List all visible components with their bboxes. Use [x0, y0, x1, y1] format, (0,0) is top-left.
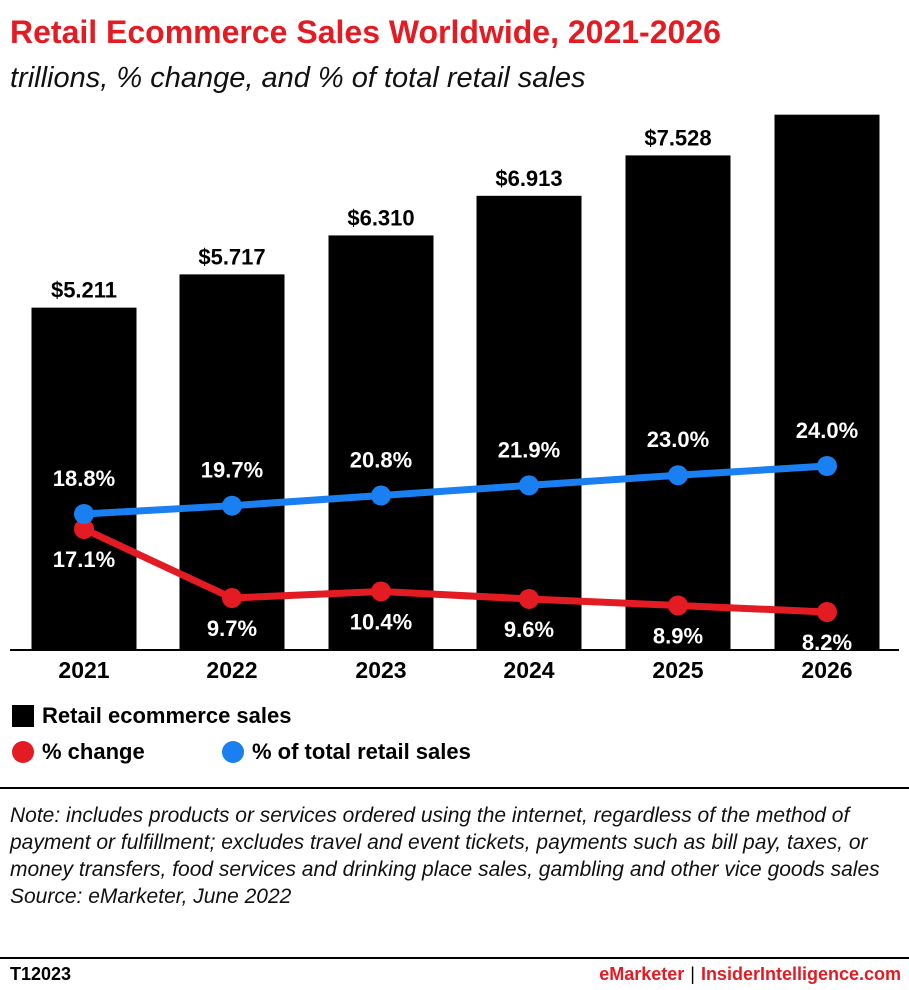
- series-line-change: [80, 525, 831, 616]
- point-label-share-2025: 23.0%: [647, 427, 709, 452]
- chart-title: Retail Ecommerce Sales Worldwide, 2021-2…: [10, 14, 721, 50]
- point-label-share-2023: 20.8%: [350, 448, 412, 473]
- point-share-2021: [74, 504, 94, 524]
- divider-top: [0, 787, 909, 789]
- legend-label-sales: Retail ecommerce sales: [42, 703, 292, 728]
- bar-2022: [179, 274, 285, 650]
- x-tick-2025: 2025: [652, 657, 703, 683]
- brand-emarketer: eMarketer: [599, 964, 685, 984]
- point-label-change-2022: 9.7%: [207, 616, 257, 641]
- bar-label-2021: $5.211: [51, 278, 117, 303]
- bar-2021: [31, 307, 137, 650]
- point-label-change-2025: 8.9%: [653, 623, 703, 648]
- bar-label-2022: $5.717: [198, 244, 265, 269]
- point-change-2023: [371, 581, 391, 602]
- legend-item-change: % change: [12, 739, 145, 765]
- brand-separator: |: [690, 964, 695, 984]
- point-change-2026: [817, 602, 837, 622]
- point-share-2022: [222, 495, 242, 516]
- point-label-share-2024: 21.9%: [498, 437, 560, 462]
- bar-label-2024: $6.913: [495, 166, 562, 191]
- x-tick-2026: 2026: [801, 657, 852, 683]
- point-label-change-2021: 17.1%: [53, 547, 115, 572]
- x-tick-2021: 2021: [58, 657, 109, 683]
- point-share-2026: [817, 456, 837, 476]
- chart-area: $5.211$5.717$6.310$6.913$7.528$8.1482021…: [10, 114, 899, 683]
- legend-label-change: % change: [42, 739, 145, 764]
- chart-id: T12023: [10, 964, 72, 984]
- bar-2026: [774, 114, 880, 651]
- note-text: Note: includes products or services orde…: [10, 804, 880, 881]
- point-change-2022: [222, 588, 242, 609]
- bar-2025: [625, 155, 731, 650]
- x-tick-2022: 2022: [206, 657, 257, 683]
- point-label-share-2022: 19.7%: [201, 458, 263, 483]
- legend-swatch-blue-dot: [222, 741, 244, 763]
- legend-item-sales: Retail ecommerce sales: [12, 703, 292, 729]
- chart-subtitle: trillions, % change, and % of total reta…: [10, 62, 586, 94]
- footer-brand: eMarketer | InsiderIntelligence.com: [599, 964, 901, 985]
- x-tick-2023: 2023: [355, 657, 406, 683]
- legend-swatch-red-dot: [12, 741, 34, 763]
- divider-bottom: [0, 957, 909, 959]
- note-block: Note: includes products or services orde…: [10, 802, 900, 910]
- point-share-2024: [519, 475, 539, 496]
- point-change-2024: [519, 588, 539, 609]
- point-label-change-2023: 10.4%: [350, 609, 412, 634]
- brand-insiderintelligence: InsiderIntelligence.com: [700, 964, 901, 984]
- bar-label-2023: $6.310: [347, 205, 414, 230]
- point-label-share-2021: 18.8%: [53, 466, 115, 491]
- point-share-2025: [668, 465, 688, 486]
- point-label-change-2026: 8.2%: [802, 630, 852, 655]
- x-tick-2024: 2024: [503, 657, 554, 683]
- point-share-2023: [371, 485, 391, 506]
- legend-swatch-square: [12, 705, 34, 727]
- bar-label-2025: $7.528: [644, 125, 711, 150]
- point-change-2021: [74, 519, 94, 539]
- series-line-share: [80, 462, 831, 518]
- point-label-share-2026: 24.0%: [796, 418, 858, 443]
- point-change-2025: [668, 595, 688, 616]
- bar-2023: [328, 235, 434, 651]
- legend-label-share: % of total retail sales: [252, 739, 471, 764]
- point-label-change-2024: 9.6%: [504, 617, 554, 642]
- legend-item-share: % of total retail sales: [222, 739, 471, 765]
- note-source: Source: eMarketer, June 2022: [10, 885, 292, 908]
- bar-2024: [476, 195, 582, 650]
